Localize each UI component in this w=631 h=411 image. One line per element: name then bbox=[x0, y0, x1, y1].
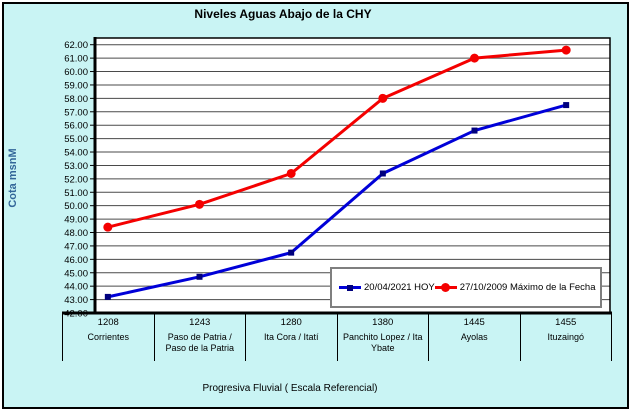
category-name-label: Ita Cora / Itatí bbox=[263, 332, 319, 342]
category-name-label: Paso de Patria / Paso de la Patria bbox=[165, 332, 235, 353]
category-km-label: 1445 bbox=[463, 317, 485, 328]
y-tick-label: 46.00 bbox=[64, 255, 88, 266]
data-point-square bbox=[471, 127, 478, 134]
series-line-1 bbox=[106, 48, 568, 229]
y-tick-label: 43.00 bbox=[64, 295, 88, 306]
y-tick-label: 49.00 bbox=[64, 215, 88, 226]
y-axis-title: Cota msnM bbox=[7, 148, 19, 208]
chart-title: Niveles Aguas Abajo de la CHY bbox=[194, 7, 372, 21]
y-tick-label: 58.00 bbox=[64, 94, 88, 105]
data-point-square bbox=[563, 102, 570, 109]
y-tick-label: 54.00 bbox=[64, 148, 88, 159]
data-point-circle bbox=[195, 199, 204, 209]
y-tick-label: 51.00 bbox=[64, 188, 88, 199]
category-km-label: 1280 bbox=[280, 317, 302, 328]
category-cell: 1445 Ayolas bbox=[428, 313, 520, 361]
data-point-circle bbox=[561, 45, 571, 55]
legend-label-hoy: 20/04/2021 HOY bbox=[364, 282, 435, 293]
category-cell: 1280 Ita Cora / Itatí bbox=[245, 313, 337, 361]
y-tick-label: 56.00 bbox=[64, 121, 88, 132]
y-tick-label: 52.00 bbox=[64, 174, 88, 185]
data-point-square bbox=[379, 170, 386, 177]
data-point-square bbox=[288, 249, 295, 256]
y-tick-label: 45.00 bbox=[64, 268, 88, 279]
data-point-circle bbox=[470, 53, 479, 63]
legend-entry-hoy: 20/04/2021 HOY bbox=[339, 282, 435, 293]
category-cell: 1455 Ituzaingó bbox=[519, 313, 612, 361]
legend: 20/04/2021 HOY 27/10/2009 Máximo de la F… bbox=[330, 267, 602, 308]
legend-label-maximo: 27/10/2009 Máximo de la Fecha bbox=[459, 282, 596, 293]
y-tick-label: 53.00 bbox=[64, 161, 88, 172]
y-tick-label: 57.00 bbox=[64, 107, 88, 118]
data-point-circle bbox=[378, 93, 388, 103]
category-km-label: 1208 bbox=[97, 317, 119, 328]
x-axis-title: Progresiva Fluvial ( Escala Referencial) bbox=[202, 383, 378, 394]
category-name-label: Corrientes bbox=[87, 332, 129, 342]
category-cell: 1380 Panchito Lopez / Ita Ybate bbox=[336, 313, 429, 361]
data-point-circle bbox=[286, 168, 296, 178]
y-tick-label: 48.00 bbox=[64, 228, 88, 239]
category-name-label: Ituzaingó bbox=[547, 332, 585, 342]
data-point-square bbox=[104, 293, 111, 300]
y-tick-label: 44.00 bbox=[64, 282, 88, 293]
category-name-label: Panchito Lopez / Ita Ybate bbox=[342, 332, 423, 353]
legend-line-circle-marker-icon bbox=[434, 283, 457, 292]
series-line-0 bbox=[106, 103, 568, 299]
y-tick-label: 50.00 bbox=[64, 201, 88, 212]
y-tick-label: 59.00 bbox=[64, 80, 88, 91]
category-km-label: 1380 bbox=[372, 317, 394, 328]
data-point-square bbox=[196, 273, 203, 280]
y-tick-label: 60.00 bbox=[64, 67, 88, 78]
category-cell: 1208 Corrientes bbox=[62, 313, 154, 361]
y-tick-label: 61.00 bbox=[64, 54, 88, 65]
legend-line-square-marker-icon bbox=[339, 284, 361, 291]
legend-entry-maximo: 27/10/2009 Máximo de la Fecha bbox=[434, 282, 596, 293]
category-km-label: 1455 bbox=[555, 317, 577, 328]
category-name-label: Ayolas bbox=[460, 332, 488, 342]
y-tick-label: 47.00 bbox=[64, 241, 88, 252]
category-km-label: 1243 bbox=[189, 317, 211, 328]
y-tick-label: 55.00 bbox=[64, 134, 88, 145]
y-tick-label: 62.00 bbox=[64, 40, 88, 51]
data-point-circle bbox=[103, 222, 113, 232]
x-axis-category-table: 1208 Corrientes 1243 Paso de Patria / Paso … bbox=[62, 313, 612, 361]
category-cell: 1243 Paso de Patria / Paso de la Patria bbox=[153, 313, 246, 361]
